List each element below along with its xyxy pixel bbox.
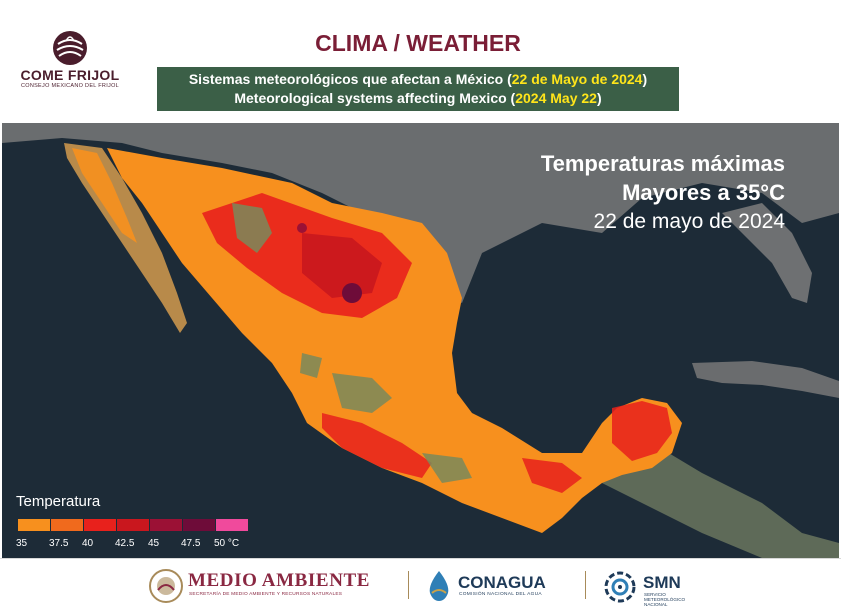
legend-label: 35 [16,538,28,549]
heat-core-south [322,413,432,478]
medio-ambiente-subtitle: SECRETARÍA DE MEDIO AMBIENTE Y RECURSOS … [189,592,343,597]
map-canvas [2,123,839,558]
smn-logo: SMN [643,573,681,592]
legend-swatch [51,519,83,531]
temperature-legend: Temperatura 35 37.5 40 42.5 45 47.5 50 °C [16,493,256,553]
temperature-map: Temperaturas máximas Mayores a 35°C 22 d… [2,123,839,558]
conagua-subtitle: COMISIÓN NACIONAL DEL AGUA [459,592,542,597]
legend-label: 47.5 [181,538,201,549]
come-frijol-logo: COME FRIJOL CONSEJO MEXICANO DEL FRIJOL [18,30,122,92]
conagua-drop-icon [429,571,449,601]
map-title-date: 22 de mayo de 2024 [593,210,785,233]
map-title-line2: Mayores a 35°C [622,180,785,205]
footer-divider [408,571,409,599]
bean-logo-icon [53,31,87,65]
page-title: CLIMA / WEATHER [315,30,521,56]
mexico-emblem-icon [149,569,183,603]
legend-swatch [216,519,248,531]
header: COME FRIJOL CONSEJO MEXICANO DEL FRIJOL … [0,0,841,122]
cool-area-center [332,373,392,413]
legend-label: 45 [148,538,160,549]
usa-landmass [2,123,839,303]
legend-swatch [150,519,182,531]
legend-label: 37.5 [49,538,69,549]
legend-label: 50 °C [214,538,240,549]
medio-ambiente-logo: MEDIO AMBIENTE [188,570,371,591]
footer: MEDIO AMBIENTE SECRETARÍA DE MEDIO AMBIE… [0,558,841,611]
legend-swatch [18,519,50,531]
map-title: Temperaturas máximas Mayores a 35°C 22 d… [541,149,785,236]
subtitle-spanish: Sistemas meteorológicos que afectan a Mé… [188,71,648,87]
logo-subtitle: CONSEJO MEXICANO DEL FRIJOL [20,83,120,89]
legend-title: Temperatura [16,493,101,510]
florida-landmass [722,203,812,303]
smn-swirl-icon [604,571,636,603]
cuba-landmass [692,361,839,398]
conagua-logo: CONAGUA [458,573,546,592]
footer-divider [585,571,586,599]
central-america-landmass [602,443,839,558]
yucatan-heat [612,401,672,461]
legend-swatch [84,519,116,531]
legend-label: 40 [82,538,94,549]
subtitle-spanish-date: 22 de Mayo de 2024 [511,71,643,87]
legend-labels: 35 37.5 40 42.5 45 47.5 50 °C [16,538,256,552]
legend-swatch [117,519,149,531]
smn-subtitle: SERVICIO METEOROLÓGICO NACIONAL [644,592,686,607]
subtitle-box: Sistemas meteorológicos que afectan a Mé… [157,67,679,111]
logo-name: COME FRIJOL [20,67,120,83]
map-title-line1: Temperaturas máximas [540,151,785,176]
legend-swatch [183,519,215,531]
subtitle-english: Meteorological systems affecting Mexico … [234,90,602,106]
legend-color-bar [18,519,249,531]
cool-area-west [232,203,272,253]
heat-core-center [302,233,382,298]
subtitle-english-date: 2024 May 22 [515,90,597,106]
legend-label: 42.5 [115,538,135,549]
